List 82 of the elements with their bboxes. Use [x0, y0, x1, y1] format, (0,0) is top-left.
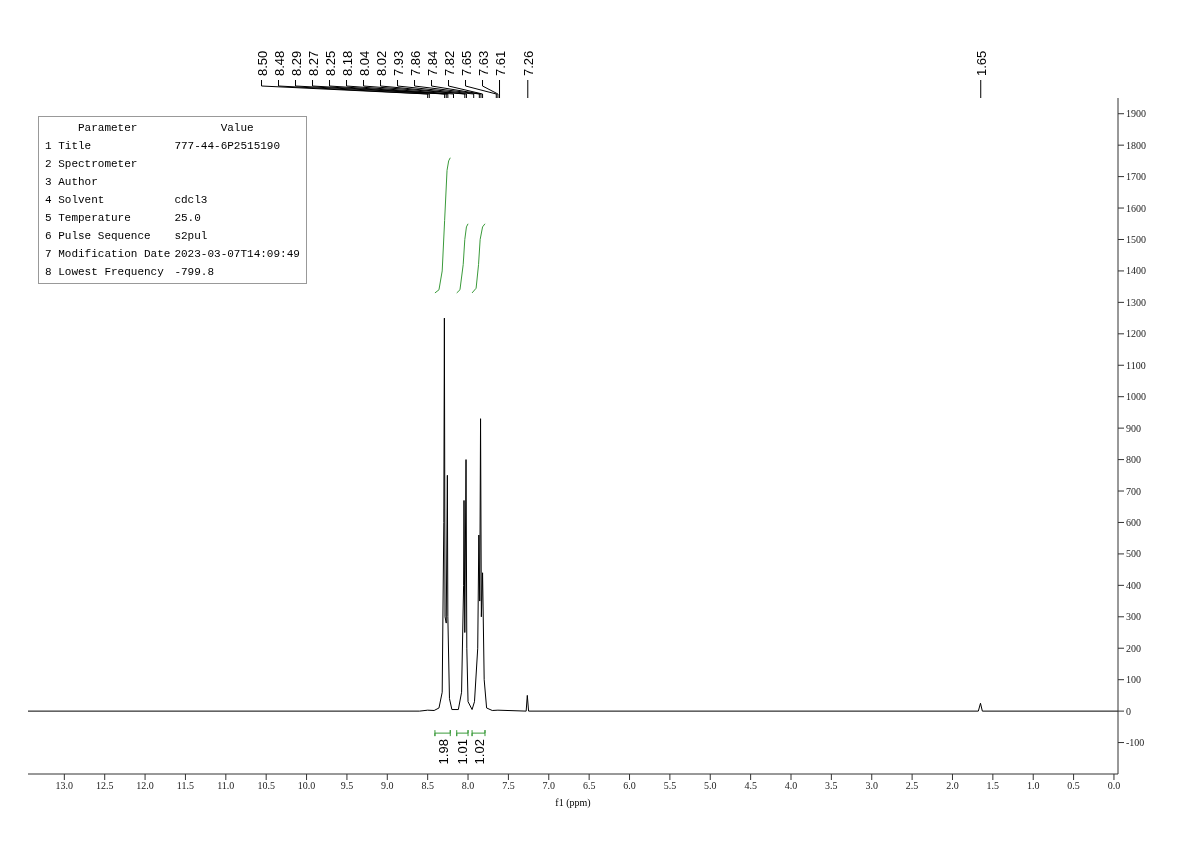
text: Parameter Value: [78, 122, 254, 134]
x-tick-label: 5.5: [663, 780, 677, 792]
y-tick-label: 400: [1126, 579, 1141, 591]
x-tick-label: 1.0: [1026, 780, 1040, 792]
x-tick-label: 1.5: [986, 780, 1000, 792]
annotation: 8.27: [305, 50, 321, 76]
y-tick-label: 1800: [1126, 139, 1146, 151]
x-tick-label: 11.0: [217, 780, 235, 792]
y-tick-label: 500: [1126, 548, 1141, 560]
x-axis-title: f1 (ppm): [555, 797, 591, 809]
annotation: 7.82: [441, 50, 457, 76]
annotation: 8.29: [288, 50, 304, 76]
x-tick-label: 10.0: [297, 780, 316, 792]
x-tick-label: 9.0: [381, 780, 394, 792]
text: 6 Pulse Sequence s2pul: [45, 230, 208, 242]
annotation: 7.86: [407, 50, 423, 76]
x-tick-label: 6.5: [582, 780, 596, 792]
annotation: 1.02: [471, 739, 487, 765]
x-tick-label: 13.0: [55, 780, 74, 792]
y-tick-label: 1000: [1126, 391, 1146, 403]
x-tick-label: 5.0: [704, 780, 717, 792]
annotation: 2 Spectrometer: [44, 157, 139, 172]
text: 4 Solvent cdcl3: [45, 194, 208, 206]
x-tick-label: 12.0: [136, 780, 154, 792]
y-tick-label: 1300: [1126, 296, 1146, 308]
x-tick-label: 0.5: [1067, 780, 1080, 792]
annotation: 3 Author: [44, 175, 99, 190]
annotation: 7.93: [390, 50, 406, 76]
y-tick-label: 1500: [1126, 234, 1146, 246]
y-tick-label: 1900: [1126, 108, 1146, 120]
x-tick-label: 2.0: [946, 780, 959, 792]
y-tick-label: 700: [1126, 485, 1141, 497]
x-tick-label: 7.0: [542, 780, 556, 792]
x-tick-label: 8.0: [461, 780, 475, 792]
y-tick-label: 1200: [1126, 328, 1146, 340]
x-tick-label: 3.5: [825, 780, 838, 792]
annotation: 1.01: [455, 739, 471, 765]
annotation: 8 Lowest Frequency -799.8: [44, 265, 216, 280]
y-tick-label: 200: [1126, 642, 1141, 654]
x-tick-label: 8.5: [421, 780, 434, 792]
line-series: [471, 223, 486, 294]
text: 5 Temperature 25.0: [45, 212, 201, 224]
y-tick-label: 800: [1126, 454, 1141, 466]
annotation: 8.02: [373, 50, 389, 76]
x-tick-label: 6.0: [623, 780, 636, 792]
x-tick-label: 2.5: [905, 780, 919, 792]
y-tick-label: 1700: [1126, 171, 1146, 183]
line-series: [28, 317, 1118, 712]
annotation: 7.61: [492, 50, 508, 76]
y-tick-label: 600: [1126, 517, 1141, 529]
y-tick-label: 1100: [1126, 359, 1146, 371]
x-tick-label: 4.0: [784, 780, 798, 792]
text: 1 Title 777-44-6P2515190: [45, 140, 281, 152]
annotation: 7.84: [424, 50, 440, 76]
line-series: [456, 223, 469, 294]
y-tick-label: 0: [1126, 705, 1131, 717]
x-tick-label: 9.5: [340, 780, 354, 792]
annotation: 8.25: [322, 50, 338, 76]
annotation: 8.50: [254, 50, 270, 76]
annotation: 7.26: [520, 50, 536, 76]
x-tick-label: 4.5: [744, 780, 757, 792]
y-tick-label: 1600: [1126, 202, 1146, 214]
y-tick-label: -100: [1126, 737, 1145, 749]
x-tick-label: 12.5: [95, 780, 114, 792]
y-tick-label: 100: [1126, 674, 1141, 686]
x-tick-label: 7.5: [502, 780, 515, 792]
y-tick-label: 900: [1126, 422, 1141, 434]
line-series: [434, 157, 451, 294]
x-tick-label: 0.0: [1107, 780, 1121, 792]
annotation: 7.65: [458, 50, 474, 76]
annotation: 7.63: [475, 50, 491, 76]
annotation: 7 Modification Date 2023-03-07T14:09:49: [44, 247, 301, 262]
x-tick-label: 10.5: [257, 780, 275, 792]
x-tick-label: 11.5: [176, 780, 195, 792]
annotation: 1.98: [435, 739, 451, 765]
annotation: 8.18: [339, 50, 355, 76]
annotation: 1.65: [973, 50, 989, 76]
annotation: 8.04: [356, 50, 372, 76]
y-tick-label: 300: [1126, 611, 1141, 623]
x-tick-label: 3.0: [865, 780, 878, 792]
annotation: 8.48: [271, 50, 287, 76]
y-tick-label: 1400: [1126, 265, 1146, 277]
